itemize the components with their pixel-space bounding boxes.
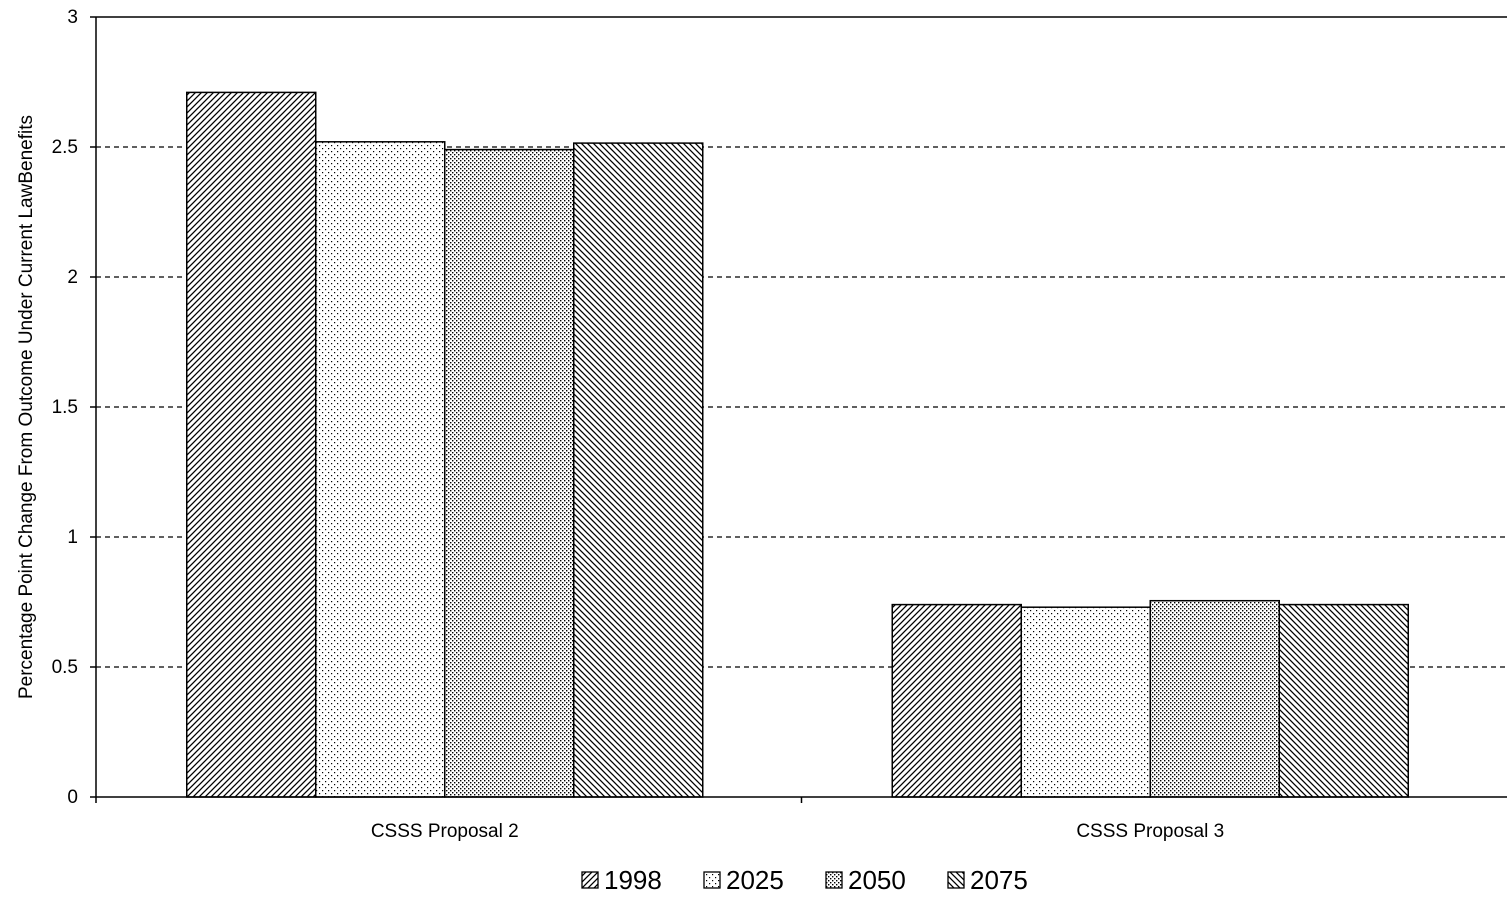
y-tick-label: 0.5 <box>52 657 78 678</box>
bar-2050-2 <box>1149 599 1280 798</box>
bar-2075-2 <box>1278 603 1409 798</box>
legend-label-2025: 2025 <box>726 865 784 895</box>
y-tick-label: 2 <box>67 267 78 288</box>
legend-swatch-2025 <box>703 871 721 889</box>
legend-swatch-2075 <box>947 871 965 889</box>
legend-label-1998: 1998 <box>604 865 662 895</box>
legend-label-2075: 2075 <box>970 865 1028 895</box>
y-tick-label: 1.5 <box>52 397 78 418</box>
category-label: CSSS Proposal 3 <box>1076 821 1224 842</box>
y-tick-label: 1 <box>67 527 78 548</box>
y-tick-label: 2.5 <box>52 137 78 158</box>
bar-2050-1 <box>444 148 575 798</box>
y-axis-ticks: 0 0.5 1 1.5 2 2.5 3 <box>52 7 96 808</box>
bars <box>186 91 1409 798</box>
y-tick-label: 3 <box>67 7 78 28</box>
y-tick-label: 0 <box>67 787 78 808</box>
y-axis-label: Percentage Point Change From Outcome Und… <box>16 115 37 699</box>
bar-2025-1 <box>315 141 446 798</box>
legend-swatch-1998 <box>581 871 599 889</box>
category-labels: CSSS Proposal 2 CSSS Proposal 3 <box>371 821 1224 842</box>
bar-1998-1 <box>186 91 317 798</box>
legend: 1998 2025 2050 2075 <box>581 865 1028 895</box>
bar-2025-2 <box>1020 606 1151 798</box>
bar-1998-2 <box>891 603 1022 798</box>
bar-2075-1 <box>573 142 704 798</box>
legend-label-2050: 2050 <box>848 865 906 895</box>
axes <box>95 16 1507 803</box>
category-label: CSSS Proposal 2 <box>371 821 519 842</box>
legend-swatch-2050 <box>825 871 843 889</box>
